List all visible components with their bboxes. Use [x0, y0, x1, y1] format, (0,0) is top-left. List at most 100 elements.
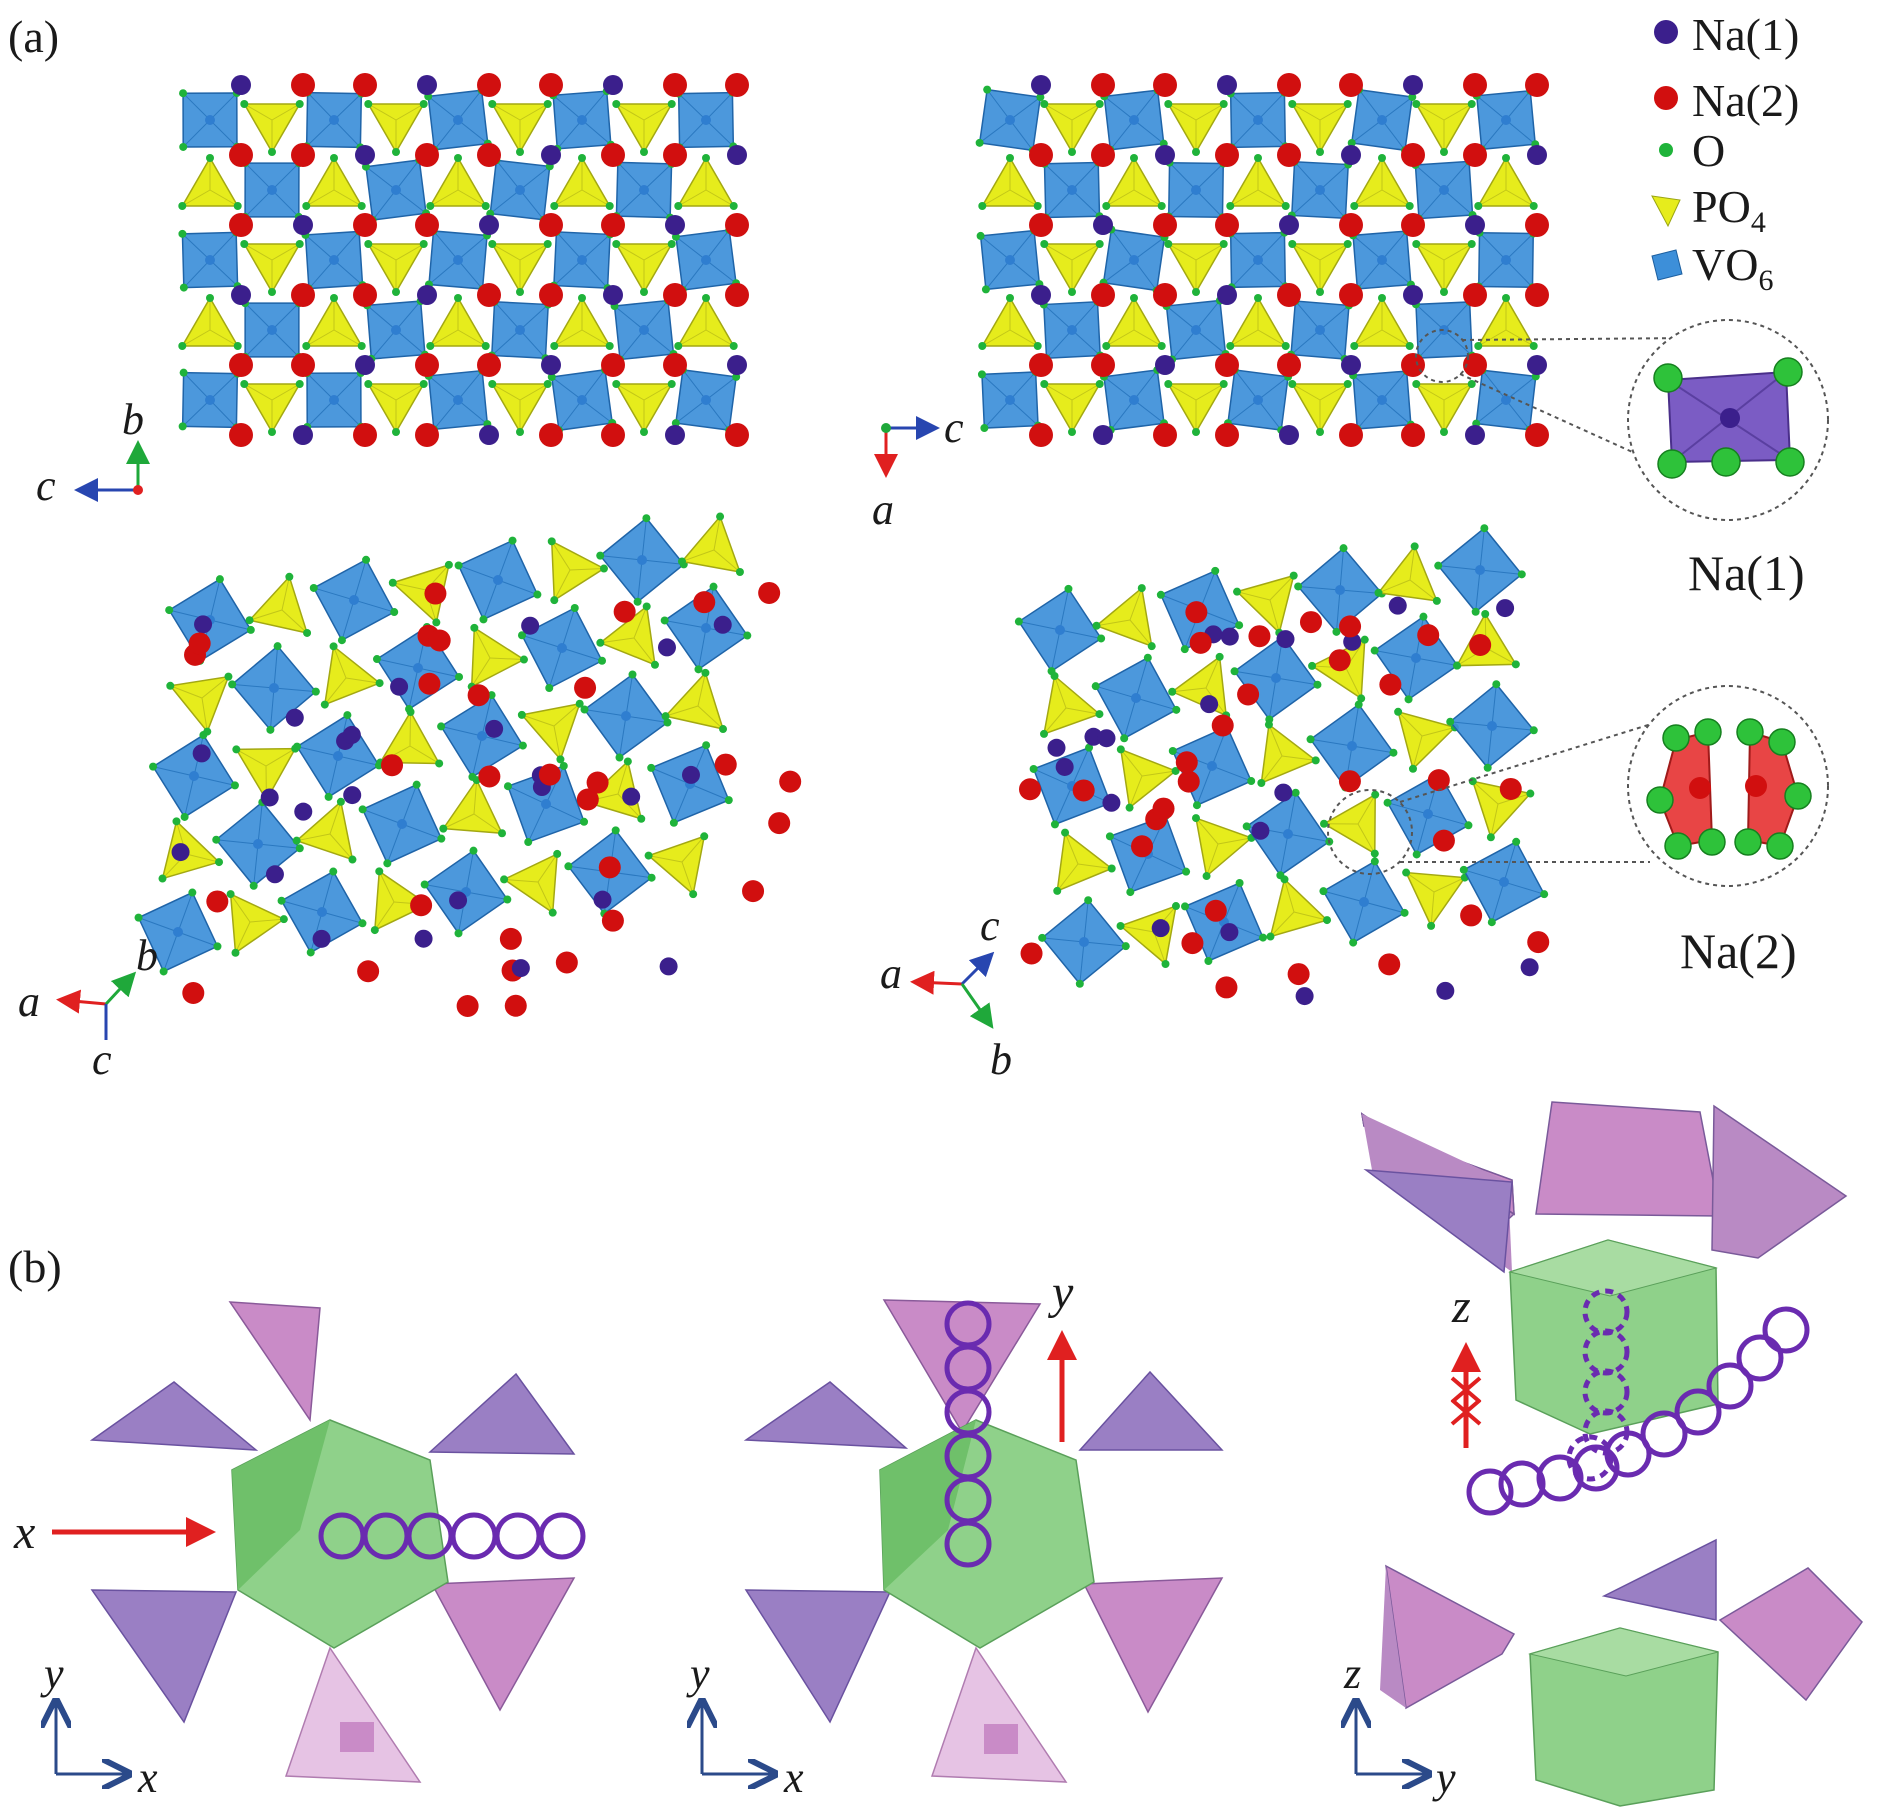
o-atom: [612, 100, 621, 108]
na-site-ring: [1762, 1306, 1810, 1354]
legend: Na(1) Na(2) O PO4 VO6: [1651, 9, 1799, 297]
o-atom: [1540, 890, 1549, 899]
na1-atom: [479, 215, 499, 235]
o-atom: [1427, 921, 1436, 930]
o-atom: [454, 561, 463, 570]
na2-atom: [1029, 143, 1053, 167]
o-atom: [1235, 879, 1244, 888]
na1-atom: [1388, 596, 1407, 615]
v-atom: [701, 115, 711, 125]
o-atom: [1291, 788, 1300, 797]
na2-atom: [1277, 73, 1301, 97]
po4-tetrahedron: [1718, 1567, 1863, 1702]
o-atom: [543, 240, 552, 248]
na1-atom: [713, 615, 732, 634]
v-atom: [1067, 325, 1077, 335]
o-atom: [180, 812, 189, 821]
po4-tetrahedron: [502, 852, 559, 915]
o-atom: [364, 240, 373, 248]
na1-atom: [1251, 821, 1270, 840]
o-atom: [295, 100, 304, 108]
o-atom: [419, 100, 428, 108]
legend-na2-marker: [1654, 86, 1678, 110]
o-atom: [550, 202, 559, 210]
na2-atom: [229, 423, 253, 447]
crystal-view-oblique-2: [1014, 524, 1550, 1006]
na2-atom: [1689, 777, 1711, 799]
o-atom: [212, 835, 221, 844]
na1-atom: [593, 890, 612, 909]
na2-atom: [1338, 770, 1361, 793]
v-atom: [329, 255, 339, 265]
o-atom: [1343, 240, 1352, 248]
o-atom: [454, 154, 462, 162]
na1-atom: [521, 616, 540, 635]
o-atom: [694, 665, 703, 674]
o-atom: [669, 818, 678, 827]
o-atom: [517, 710, 526, 719]
o-atom: [1281, 342, 1290, 350]
na1-inset-caption: Na(1): [1688, 545, 1805, 601]
o-atom: [240, 100, 249, 108]
o-atom: [268, 288, 276, 296]
na1-atom: [1155, 145, 1175, 165]
po4-tetrahedron: [1195, 816, 1253, 878]
o-atom: [1053, 886, 1062, 895]
o-atom: [1294, 582, 1303, 591]
na1-atom: [479, 425, 499, 445]
o-atom: [1116, 745, 1125, 754]
na1-atom: [1436, 981, 1455, 1000]
na2-atom: [456, 995, 479, 1018]
o-atom: [232, 745, 241, 754]
o-atom: [1120, 734, 1129, 743]
na2-atom: [601, 213, 625, 237]
na2-atom: [539, 423, 563, 447]
o-atom: [435, 759, 444, 768]
v-atom: [701, 395, 711, 405]
o-atom: [1370, 849, 1379, 858]
o-atom: [1483, 763, 1492, 772]
o-atom: [1182, 867, 1191, 876]
o-atom: [983, 85, 992, 94]
o-atom: [1192, 428, 1200, 436]
na1-atom: [603, 285, 623, 305]
o-atom: [1147, 642, 1156, 651]
v-atom: [1377, 255, 1387, 265]
o-atom: [729, 202, 738, 210]
o-atom: [1192, 288, 1200, 296]
o-atom: [206, 294, 214, 302]
po4-tetrahedron: [284, 1646, 422, 1783]
na2-atom: [1204, 899, 1227, 922]
v-atom: [639, 185, 649, 195]
na2-atom: [1153, 283, 1177, 307]
na1-atom: [231, 285, 251, 305]
o-atom: [1064, 584, 1073, 593]
na2-atom: [1525, 283, 1549, 307]
na-site-ring: [944, 1520, 992, 1568]
po4-tetrahedron: [744, 1589, 892, 1724]
na1-atom: [1465, 425, 1485, 445]
v-atom: [621, 711, 631, 721]
v-atom: [269, 683, 279, 693]
o-atom: [1316, 428, 1324, 436]
v-atom: [391, 325, 401, 335]
v-atom: [639, 325, 649, 335]
na2-atom: [353, 423, 377, 447]
o-atom: [545, 684, 554, 693]
po4-tetrahedron: [1119, 748, 1178, 810]
legend-po4-marker: [1651, 195, 1681, 228]
o-atom: [516, 148, 524, 156]
v-atom: [1253, 115, 1263, 125]
axis-label-c: c: [980, 901, 1000, 950]
v-atom: [1055, 625, 1065, 635]
o-atom: [439, 824, 448, 833]
o-atom: [1164, 240, 1173, 248]
v-atom: [1475, 565, 1485, 575]
o-atom: [1125, 803, 1134, 812]
na1-atom: [1276, 630, 1295, 649]
o-atom: [426, 202, 435, 210]
o-atom: [1311, 756, 1320, 765]
direction-label: z: [1451, 1280, 1471, 1333]
na2-atom: [424, 582, 447, 605]
na-site-ring: [538, 1512, 586, 1560]
